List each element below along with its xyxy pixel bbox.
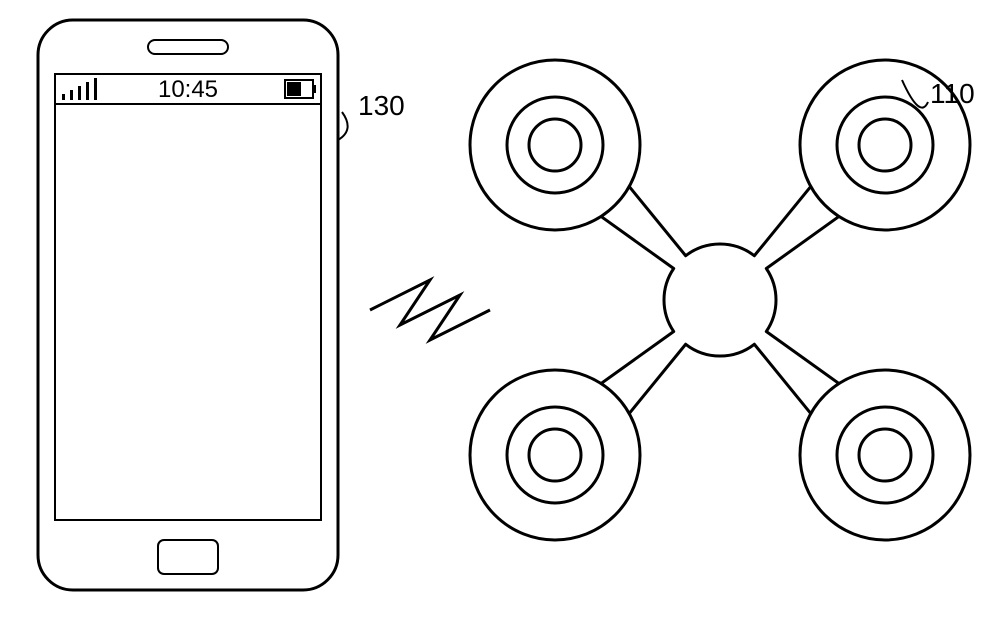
signal-bar-icon bbox=[62, 94, 65, 100]
phone-speaker bbox=[148, 40, 228, 54]
home-button bbox=[158, 540, 218, 574]
signal-bar-icon bbox=[94, 78, 97, 100]
diagram-svg: 10:45 bbox=[0, 0, 1000, 618]
battery-tip-icon bbox=[313, 85, 316, 93]
drone-ref-label: 110 bbox=[930, 78, 975, 110]
phone-screen bbox=[55, 74, 321, 520]
drone-body bbox=[601, 186, 839, 413]
phone-ref-label: 130 bbox=[358, 90, 405, 122]
status-time: 10:45 bbox=[158, 76, 218, 103]
rotor-outer bbox=[470, 60, 640, 230]
phone-body bbox=[38, 20, 338, 590]
signal-bar-icon bbox=[70, 90, 73, 100]
signal-bar-icon bbox=[86, 82, 89, 100]
rotor-outer bbox=[470, 370, 640, 540]
rotor-outer bbox=[800, 370, 970, 540]
figure-canvas: 10:45 130 110 bbox=[0, 0, 1000, 618]
signal-bar-icon bbox=[78, 86, 81, 100]
battery-fill-icon bbox=[287, 82, 301, 96]
wireless-icon bbox=[370, 280, 490, 340]
